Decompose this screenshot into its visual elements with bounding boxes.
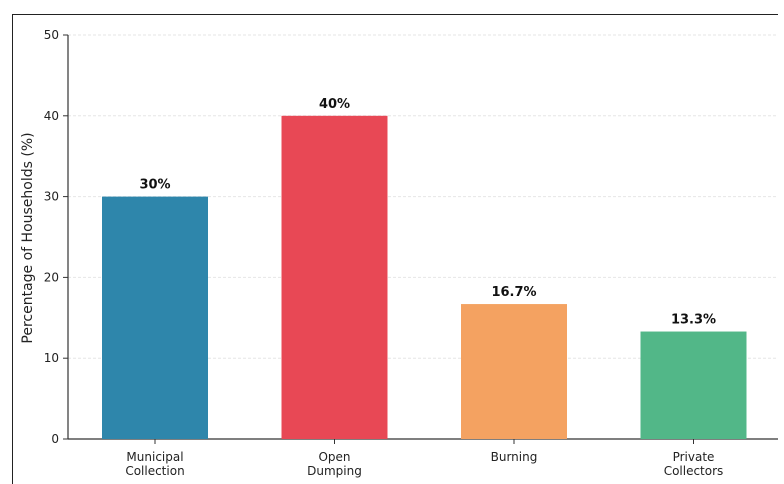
labels: 30% Municipal Collection 40% Open Dumping 16.7… [125, 97, 723, 478]
bar-value-label: 40% [319, 97, 350, 112]
chart-frame [12, 14, 778, 484]
category-label: Burning [491, 450, 538, 464]
bar [102, 196, 208, 439]
bar-value-label: 30% [139, 178, 170, 193]
bar-value-label: 16.7% [491, 285, 536, 300]
category-label: Municipal Collection [125, 450, 184, 478]
y-tick-label: 30 [44, 190, 59, 204]
bar [461, 304, 567, 439]
y-tick-label: 20 [44, 270, 59, 284]
y-tick-label: 10 [44, 351, 59, 365]
y-tick-label: 0 [51, 432, 59, 446]
category-label: Open Dumping [307, 450, 362, 478]
bars [102, 115, 747, 440]
bar-value-label: 13.3% [671, 313, 716, 328]
category-label: Private Collectors [664, 450, 724, 478]
y-tick-label: 40 [44, 109, 59, 123]
bar [281, 115, 388, 440]
bar [640, 331, 747, 439]
y-tick-label: 50 [44, 28, 59, 42]
y-axis-label: Percentage of Households (%) [20, 132, 36, 343]
